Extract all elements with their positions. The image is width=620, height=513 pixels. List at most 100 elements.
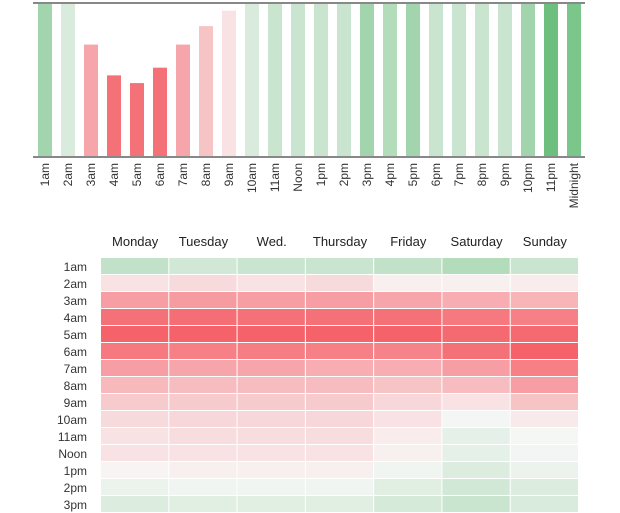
x-tick-label: 2am [61, 163, 75, 186]
x-tick-label: 11am [268, 163, 282, 192]
x-tick-label: 4am [107, 163, 121, 186]
heatmap-cell [101, 343, 169, 359]
heatmap-cell [101, 496, 169, 512]
bar-3pm [360, 3, 374, 157]
heatmap-cell [305, 377, 374, 393]
heatmap-cell [305, 309, 374, 325]
heatmap-cell [442, 258, 510, 274]
heatmap-cell [169, 360, 237, 376]
heatmap-cell [305, 479, 374, 495]
heatmap-cell [442, 394, 510, 410]
heatmap-cell [374, 343, 442, 359]
x-tick-label: 3am [84, 163, 98, 186]
heatmap-cell [169, 377, 237, 393]
heatmap-cell [169, 496, 237, 512]
heatmap-cell [510, 309, 578, 325]
heatmap-cell [510, 445, 578, 461]
heatmap-cell [374, 496, 442, 512]
heatmap-cell [169, 428, 237, 444]
bar-2am [61, 3, 75, 157]
bar-4pm [383, 3, 397, 157]
heatmap-cell [374, 462, 442, 478]
bar-10am [245, 3, 259, 157]
heatmap-cell [237, 496, 305, 512]
x-tick-label: 10am [245, 163, 259, 193]
column-header-monday: Monday [112, 234, 159, 249]
heatmap-cell [305, 360, 374, 376]
heatmap-cell [101, 428, 169, 444]
x-tick-label: 2pm [337, 163, 351, 186]
x-tick-label: 9pm [498, 163, 512, 186]
heatmap-cell [510, 394, 578, 410]
heatmap-cell [237, 360, 305, 376]
heatmap-cell [169, 326, 237, 342]
heatmap-cell [510, 377, 578, 393]
heatmap-cell [237, 292, 305, 308]
heatmap-cell [169, 258, 237, 274]
heatmap-cell [305, 411, 374, 427]
heatmap-cell [305, 275, 374, 291]
bar-2pm [337, 3, 351, 157]
column-header-wed: Wed. [257, 234, 287, 249]
x-tick-label: 10pm [521, 163, 535, 193]
x-tick-label: 6am [153, 163, 167, 186]
heatmap-cell [442, 377, 510, 393]
x-tick-label: 1am [38, 163, 52, 186]
heatmap-cell [374, 394, 442, 410]
row-label: 1pm [64, 464, 87, 478]
heatmap-cell [442, 445, 510, 461]
heatmap-cell [510, 258, 578, 274]
heatmap-cell [442, 462, 510, 478]
heatmap-cell [442, 411, 510, 427]
heatmap-cell [510, 428, 578, 444]
bar-7pm [452, 3, 466, 157]
heatmap-cell [510, 411, 578, 427]
heatmap-cell [101, 292, 169, 308]
column-header-sunday: Sunday [523, 234, 568, 249]
heatmap-cell [237, 309, 305, 325]
heatmap-cell [374, 377, 442, 393]
row-label: 3pm [64, 498, 87, 512]
heatmap-cell [169, 394, 237, 410]
heatmap-cell [510, 462, 578, 478]
x-tick-label: 6pm [429, 163, 443, 186]
heatmap-cell [237, 462, 305, 478]
heatmap-cell [374, 479, 442, 495]
bar-3am [84, 44, 98, 157]
x-tick-label: 8pm [475, 163, 489, 186]
heatmap-cell [169, 275, 237, 291]
bar-midnight [567, 3, 581, 157]
row-label: 4am [64, 311, 87, 325]
heatmap-cell [510, 326, 578, 342]
x-tick-label: 3pm [360, 163, 374, 186]
heatmap-cell [237, 258, 305, 274]
heatmap-cell [101, 479, 169, 495]
heatmap-cell [101, 377, 169, 393]
row-label: 10am [57, 413, 87, 427]
bar-chart: 1am 2am 3am 4am 5am 6am 7am 8am 9am 10am 11am Noon 1… [33, 2, 585, 208]
heatmap-cell [510, 496, 578, 512]
x-tick-label: Noon [291, 163, 305, 192]
heatmap-cell [237, 445, 305, 461]
heatmap-cell [305, 445, 374, 461]
x-tick-label: 7am [176, 163, 190, 186]
heatmap-cell [510, 275, 578, 291]
heatmap-cell [374, 326, 442, 342]
row-label: Noon [58, 447, 87, 461]
heatmap-cell [374, 258, 442, 274]
row-label: 9am [64, 396, 87, 410]
bar-7am [176, 44, 190, 157]
row-label: 2am [64, 277, 87, 291]
column-header-thursday: Thursday [313, 234, 368, 249]
heatmap-cell [101, 309, 169, 325]
heatmap-cell [169, 411, 237, 427]
x-tick-label: 5pm [406, 163, 420, 186]
bar-4am [107, 75, 121, 157]
heatmap-cell [374, 411, 442, 427]
x-tick-label: 11pm [544, 163, 558, 192]
heatmap-cell [305, 326, 374, 342]
heatmap-cell [442, 275, 510, 291]
heatmap-cell [101, 462, 169, 478]
bar-5am [130, 83, 144, 157]
